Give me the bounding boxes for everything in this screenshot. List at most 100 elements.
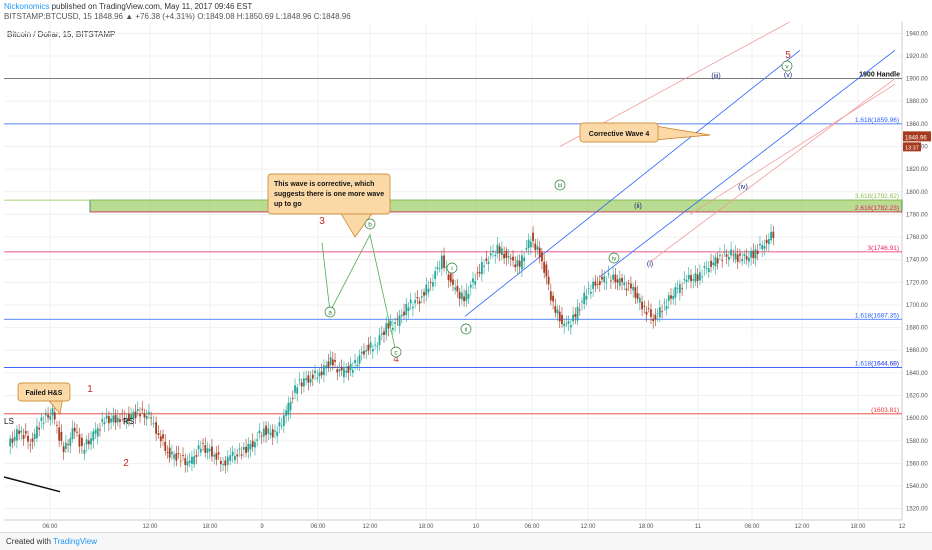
candle-body xyxy=(561,315,563,324)
candle-body xyxy=(329,357,332,365)
candle-body xyxy=(458,291,461,299)
x-tick-label: 06:00 xyxy=(42,524,58,530)
candle-body xyxy=(636,293,639,299)
y-tick-label: 1720.00 xyxy=(906,280,928,286)
last-price-tag xyxy=(903,131,931,142)
candle-body xyxy=(96,427,99,437)
candle-body xyxy=(240,454,243,456)
candle-body xyxy=(269,432,272,435)
candle-body xyxy=(670,295,672,299)
candle-body xyxy=(289,401,292,411)
candle-body xyxy=(476,272,479,274)
candle-body xyxy=(123,418,126,421)
candle-body xyxy=(574,314,577,318)
wave-label-sub: (ii) xyxy=(634,203,642,210)
level-label: 1.618(1644.68) xyxy=(855,361,899,368)
wave-label-sub: (v) xyxy=(784,72,792,79)
tradingview-logo[interactable]: TradingView xyxy=(53,537,98,546)
candle-body xyxy=(745,256,748,260)
candle-body xyxy=(523,257,526,262)
candle-body xyxy=(177,452,180,454)
wave-label-minor: v xyxy=(785,64,789,71)
candle-body xyxy=(44,412,47,416)
candle-body xyxy=(262,428,265,437)
candle-body xyxy=(569,325,572,328)
price-chart[interactable]: 06:00 12:00 18:00 9 06:00 12:00 18:00 10 06:00 12… xyxy=(0,22,932,532)
wave4-callout-box xyxy=(579,122,659,143)
candle-body xyxy=(654,314,657,320)
wave-label-minor-circle xyxy=(460,323,472,335)
footer-bar: Created with TradingView xyxy=(0,532,932,550)
candle-body xyxy=(449,273,452,283)
candle-body xyxy=(92,431,95,441)
candle-body xyxy=(298,379,301,381)
candle-body xyxy=(480,261,483,275)
candle-body xyxy=(547,276,550,285)
candle-body xyxy=(529,241,532,248)
candle-body xyxy=(414,300,417,304)
candle-body xyxy=(703,266,706,268)
candle-body xyxy=(730,249,732,256)
candle-body xyxy=(707,268,710,273)
candle-body xyxy=(685,279,688,282)
x-tick-label: 12:00 xyxy=(580,524,596,530)
candle-body xyxy=(398,315,401,327)
y-tick-label: 1920.00 xyxy=(906,54,928,60)
y-tick-label: 1860.00 xyxy=(906,122,928,128)
y-tick-label: 1540.00 xyxy=(906,484,928,490)
x-tick-label: 9 xyxy=(260,524,264,530)
candle-body xyxy=(249,444,252,450)
wave-label-sub: (iv) xyxy=(738,184,748,191)
candle-body xyxy=(505,250,508,258)
candle-body xyxy=(318,372,321,377)
candle-body xyxy=(226,456,229,465)
x-tick-label: 18:00 xyxy=(850,524,866,530)
candle-body xyxy=(578,309,581,311)
candle-body xyxy=(90,438,92,445)
candle-body xyxy=(394,322,397,325)
candle-body xyxy=(276,431,279,437)
fib-zone xyxy=(89,199,903,213)
candle-body xyxy=(614,274,617,283)
candle-body xyxy=(336,369,339,373)
candle-body xyxy=(260,435,263,437)
candle-body xyxy=(24,430,27,434)
candle-body xyxy=(472,278,474,283)
candle-body xyxy=(371,349,374,352)
publish-info: published on TradingView.com, May 11, 20… xyxy=(49,2,253,11)
candle-body xyxy=(242,447,245,450)
candle-body xyxy=(634,287,637,298)
candle-body xyxy=(296,387,299,394)
candle-body xyxy=(632,286,635,291)
candle-body xyxy=(383,331,385,335)
ohlc-readout: BITSTAMP:BTCUSD, 15 1848.96 ▲ +76.38 (+4… xyxy=(4,12,351,21)
candle-body xyxy=(716,258,719,264)
wave-label-minor: iv xyxy=(612,256,617,263)
wave-label-minor-circle xyxy=(390,346,402,358)
y-tick-label: 1560.00 xyxy=(906,461,928,467)
candle-body xyxy=(18,430,21,434)
candle-body xyxy=(692,279,695,281)
candle-body xyxy=(152,423,155,425)
candle-body xyxy=(127,413,130,422)
candle-body xyxy=(188,460,191,464)
candle-body xyxy=(380,333,383,335)
candle-body xyxy=(405,303,408,316)
candle-body xyxy=(121,413,124,415)
candle-body xyxy=(179,460,182,462)
y-tick-label: 1820.00 xyxy=(906,167,928,173)
candle-body xyxy=(374,344,376,346)
author-name[interactable]: Nickonomics xyxy=(4,2,50,11)
wave-label-major: 5 xyxy=(785,50,791,61)
candle-body xyxy=(76,431,78,433)
candle-body xyxy=(215,453,218,460)
candle-body xyxy=(558,311,561,322)
candle-body xyxy=(498,246,501,254)
y-tick-label: 1700.00 xyxy=(906,303,928,309)
candle-body xyxy=(291,397,294,399)
level-label: 1.618(1859.96) xyxy=(855,117,899,124)
candle-body xyxy=(427,288,430,293)
candle-body xyxy=(623,282,626,286)
candle-body xyxy=(485,258,488,261)
candle-body xyxy=(610,280,612,282)
